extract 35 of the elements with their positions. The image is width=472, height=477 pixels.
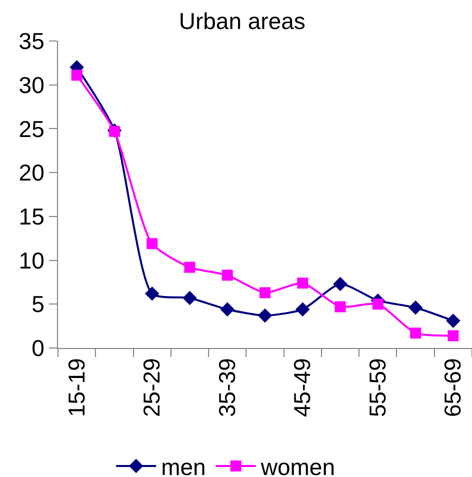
x-tick-label: 25-29 <box>138 358 165 418</box>
point <box>334 301 346 312</box>
point <box>372 298 384 310</box>
chart-title: Urban areas <box>178 8 306 34</box>
point <box>144 286 160 301</box>
y-tick-label: 0 <box>32 335 44 362</box>
point <box>71 70 82 81</box>
x-tick-label: 65-69 <box>440 358 466 418</box>
x-tick-label: 45-49 <box>289 358 316 418</box>
y-tick-label: 30 <box>18 72 44 98</box>
legend-label: women <box>260 454 335 477</box>
y-tick-label: 20 <box>18 160 44 186</box>
point <box>297 278 308 289</box>
point <box>182 290 197 306</box>
y-tick-label: 35 <box>18 28 44 54</box>
point <box>146 238 158 250</box>
x-tick-label: 15-19 <box>63 358 90 418</box>
point <box>260 287 270 298</box>
y-tick-label: 25 <box>18 116 44 142</box>
point <box>408 300 423 315</box>
point <box>410 328 422 339</box>
legend-label: men <box>161 454 206 477</box>
point <box>222 270 233 281</box>
point <box>258 308 272 323</box>
x-tick-label: 55-59 <box>364 358 390 418</box>
point <box>220 302 235 317</box>
point <box>184 262 196 273</box>
point <box>446 314 460 328</box>
point <box>295 302 310 317</box>
point <box>333 276 348 292</box>
y-tick-label: 15 <box>18 203 44 230</box>
y-tick-label: 10 <box>18 247 44 274</box>
point <box>448 330 459 342</box>
x-tick-label: 35-39 <box>214 358 240 418</box>
y-tick-label: 5 <box>32 291 44 318</box>
